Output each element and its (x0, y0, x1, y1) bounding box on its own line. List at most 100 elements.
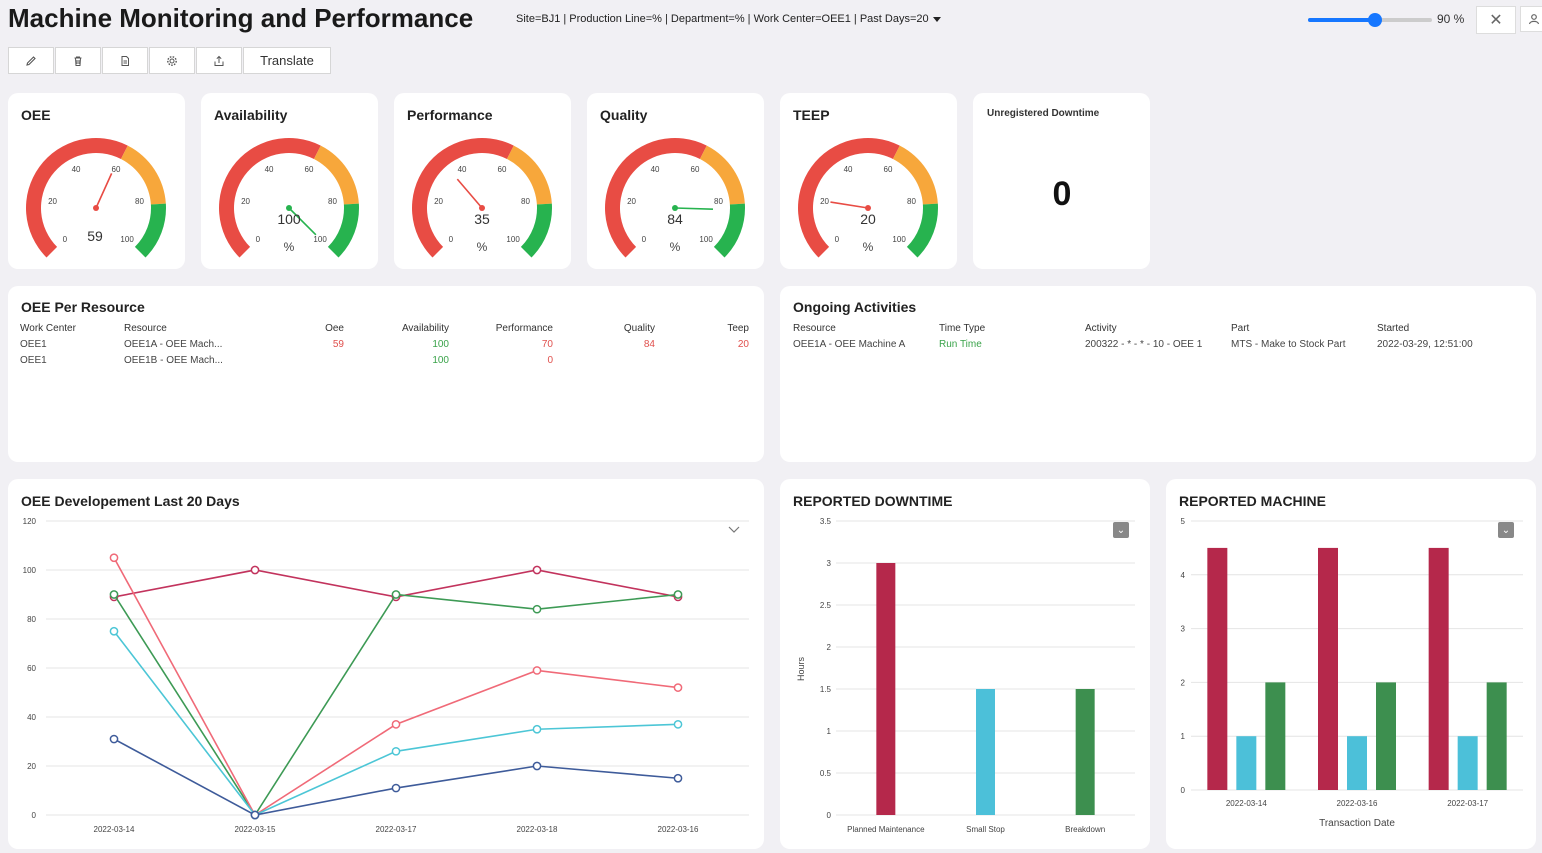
gauge-band-low (218, 137, 321, 258)
column-header[interactable]: Time Type (939, 322, 986, 334)
cell-quality (553, 352, 655, 368)
reported-machine-chart: 0 1 2 3 4 5 2022-03-14 2022-03-16 2022-03-17 Tran… (1181, 517, 1523, 829)
data-point (673, 720, 683, 729)
cell-oee: 59 (332, 338, 344, 350)
y-tick-label: 1 (827, 727, 832, 736)
settings-button[interactable] (149, 47, 195, 74)
oee-per-resource-table: Work Center Resource Oee Availability Pe… (20, 320, 749, 368)
gauge-tick-label: 40 (651, 165, 660, 174)
column-header[interactable]: Teep (727, 322, 749, 334)
gauge-value: 59 (87, 228, 103, 244)
data-point (109, 626, 119, 636)
oee-per-resource-card: OEE Per Resource Work Center Resource Oe… (8, 286, 764, 462)
share-button[interactable] (196, 47, 242, 74)
delete-button[interactable] (55, 47, 101, 74)
y-tick-label: 0 (827, 811, 832, 820)
column-header[interactable]: Resource (793, 322, 836, 334)
zoom-label: 90 % (1437, 12, 1465, 26)
cell-started: 2022-03-29, 12:51:00 (1377, 338, 1473, 350)
gauge-tick-label: 0 (449, 235, 454, 244)
gauge-unit: % (669, 240, 681, 254)
cell-work-center: OEE1 (20, 338, 47, 350)
translate-button[interactable]: Translate (243, 47, 331, 74)
gauge-needle-hub (479, 205, 485, 211)
gauge-tick-label: 80 (907, 197, 916, 206)
data-point (532, 565, 542, 575)
cell-resource: OEE1A - OEE Machine A (793, 338, 906, 350)
zoom-slider[interactable] (1308, 13, 1432, 27)
gauge-unit: % (862, 240, 874, 254)
y-tick-label: 0.5 (820, 769, 832, 778)
x-tick-label: 2022-03-17 (1447, 799, 1488, 808)
gauge-unit: % (476, 240, 488, 254)
column-header[interactable]: Activity (1085, 322, 1117, 334)
y-tick-label: 80 (27, 615, 36, 624)
x-tick-label: 2022-03-15 (235, 825, 276, 834)
cell-activity: 200322 - * - * - 10 - OEE 1 (1085, 338, 1203, 350)
gauge-tick-label: 20 (820, 197, 829, 206)
gauge-band-high (327, 203, 359, 258)
document-button[interactable] (102, 47, 148, 74)
table-header-row: Resource Time Type Activity Part Started (793, 320, 1513, 336)
ongoing-activities-title: Ongoing Activities (793, 299, 917, 315)
gauge-value: 35 (474, 211, 490, 227)
gauge-band-mid (120, 145, 166, 205)
data-point (391, 590, 401, 599)
unregistered-downtime-value: 0 (1052, 175, 1072, 213)
table-row[interactable]: OEE1A - OEE Machine A Run Time 200322 - … (793, 336, 1513, 352)
data-point (673, 590, 683, 599)
gauge-tick-label: 60 (691, 165, 700, 174)
column-header[interactable]: Resource (124, 322, 167, 334)
chevron-down-icon[interactable] (932, 16, 941, 22)
gauge-tick-label: 100 (892, 235, 906, 244)
oee-development-chart: 0 20 40 60 80 100 120 2022-03-14 2022-03-15 2022-… (23, 517, 749, 834)
gauge-value: 84 (667, 211, 683, 227)
chevron-down-icon[interactable]: ⌄ (1498, 522, 1514, 538)
gauge-needle-hub (672, 205, 678, 211)
cell-resource: OEE1B - OEE Mach... (124, 354, 223, 366)
cell-availability: 100 (432, 338, 449, 350)
data-point (109, 553, 119, 563)
share-icon (214, 55, 224, 66)
column-header[interactable]: Started (1377, 322, 1410, 334)
table-row[interactable]: OEE1 OEE1B - OEE Mach... 100 0 (20, 352, 749, 368)
bar (876, 563, 896, 815)
gauge-band-low (797, 137, 900, 258)
edit-button[interactable] (8, 47, 54, 74)
gauge-needle-hub (286, 205, 292, 211)
gauge-dial-teep: 0 20 40 60 80 100 (797, 137, 938, 258)
column-header[interactable]: Quality (623, 322, 655, 334)
close-icon: ✕ (1489, 12, 1503, 29)
column-header[interactable]: Availability (401, 322, 449, 334)
bar (976, 689, 995, 815)
gauge-needle (288, 207, 317, 236)
data-point (391, 720, 401, 729)
gauge-title: TEEP (793, 107, 830, 123)
x-tick-label: 2022-03-14 (1226, 799, 1267, 808)
filter-summary[interactable]: Site=BJ1 | Production Line=% | Departmen… (516, 13, 941, 25)
zoom-slider-thumb[interactable] (1367, 13, 1382, 27)
column-header[interactable]: Part (1231, 322, 1250, 334)
gauge-band-mid (506, 145, 552, 205)
x-tick-label: Small Stop (966, 825, 1005, 834)
gauge-tick-label: 80 (714, 197, 723, 206)
gauge-band-low (25, 137, 128, 258)
user-button[interactable] (1520, 6, 1542, 32)
gauge-tick-label: 100 (506, 235, 520, 244)
cell-quality: 84 (643, 338, 655, 350)
series-line (113, 593, 679, 817)
column-header[interactable]: Oee (325, 322, 344, 334)
table-row[interactable]: OEE1 OEE1A - OEE Mach... 59 100 70 84 20 (20, 336, 749, 352)
chevron-down-icon (728, 526, 740, 533)
cell-time-type: Run Time (939, 338, 982, 350)
cell-performance: 70 (541, 338, 553, 350)
bar (1376, 682, 1396, 790)
column-header[interactable]: Performance (495, 322, 553, 334)
close-button[interactable]: ✕ (1476, 6, 1516, 34)
chevron-down-icon[interactable]: ⌄ (1113, 522, 1129, 538)
gauge-dial-quality: 0 20 40 60 80 100 (604, 137, 745, 258)
data-point (673, 683, 683, 692)
data-point (532, 724, 542, 734)
column-header[interactable]: Work Center (20, 322, 76, 334)
oee-development-card: OEE Developement Last 20 Days 0 20 40 60 80 1… (8, 479, 764, 849)
